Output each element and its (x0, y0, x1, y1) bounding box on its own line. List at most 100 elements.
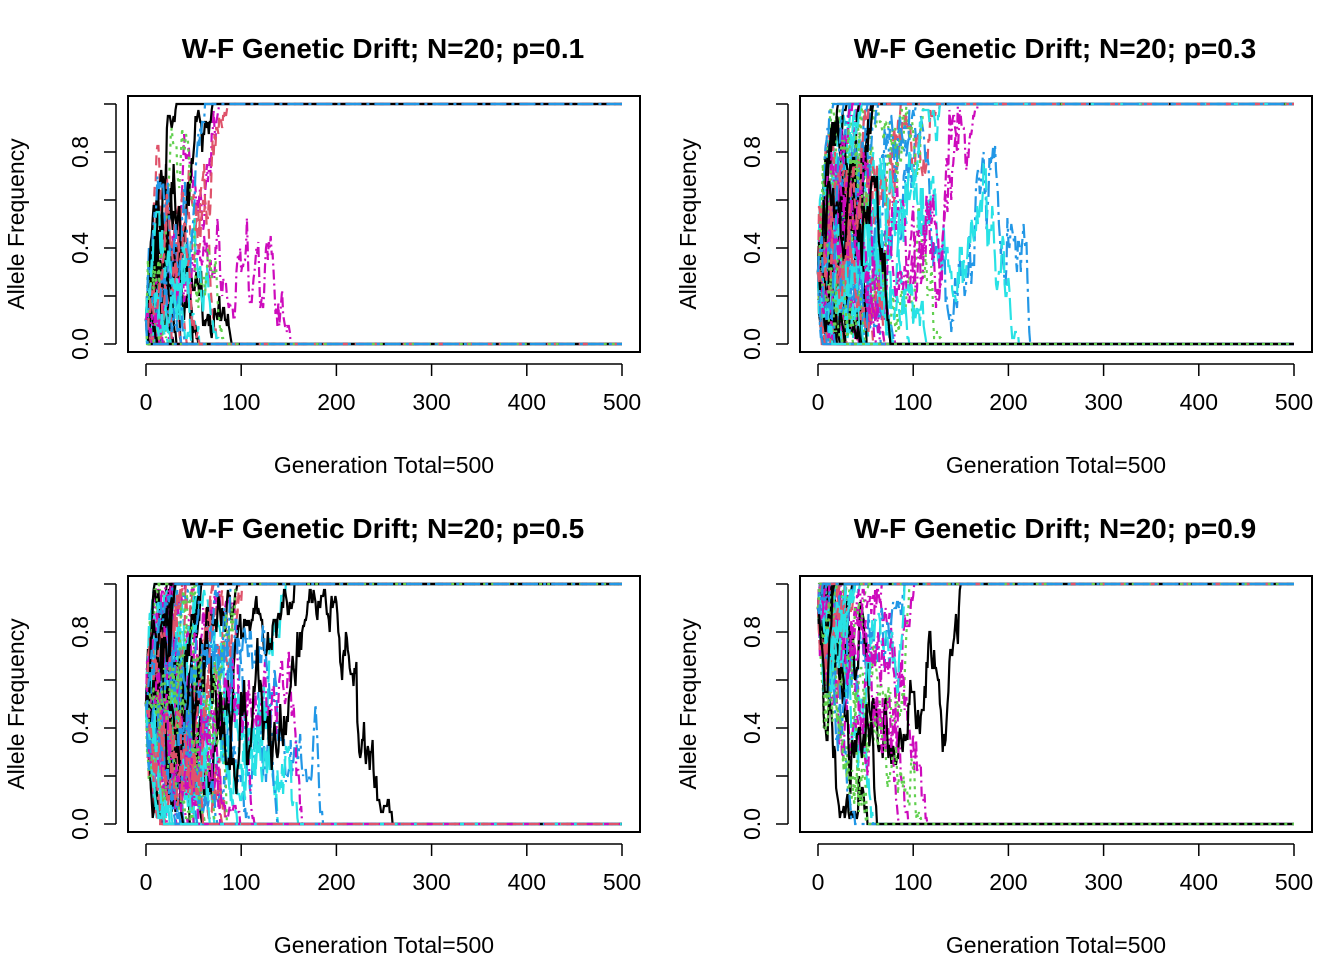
x-tick-label: 300 (1084, 389, 1122, 415)
series-line (144, 319, 622, 346)
series-line (816, 582, 1294, 771)
series-line (144, 319, 622, 346)
series-line (144, 697, 622, 826)
series-line (144, 319, 622, 346)
chart-title: W-F Genetic Drift; N=20; p=0.9 (854, 513, 1256, 544)
y-tick-label: 0.0 (67, 328, 93, 360)
x-axis-label: Generation Total=500 (274, 932, 494, 958)
series-line (145, 318, 622, 346)
series-line (144, 235, 622, 346)
series-line (816, 229, 1294, 346)
y-tick-label: 0.4 (67, 232, 93, 264)
series-line (144, 319, 622, 346)
series-line (817, 582, 1294, 627)
series-line (816, 582, 1294, 609)
x-axis-label: Generation Total=500 (274, 452, 494, 478)
series-line (144, 319, 622, 346)
series-line (816, 607, 1294, 826)
series-line (144, 319, 622, 346)
series-line (144, 319, 622, 346)
series-line (144, 703, 622, 826)
series-line (816, 582, 1294, 627)
series-group (144, 102, 622, 346)
series-line (816, 582, 1294, 639)
series-line (816, 582, 1294, 609)
x-tick-label: 100 (222, 389, 260, 415)
series-line (145, 318, 622, 346)
series-line (144, 319, 622, 346)
series-line (144, 241, 622, 346)
series-line (816, 582, 1294, 609)
x-tick-label: 200 (989, 869, 1027, 895)
series-line (817, 582, 1294, 610)
series-line (817, 582, 1294, 699)
y-tick-label: 0.4 (739, 232, 765, 264)
series-line (144, 582, 622, 759)
y-axis: 0.0 0.4 0.8 (67, 103, 117, 360)
series-line (816, 582, 1294, 615)
series-line (144, 703, 622, 826)
series-line (816, 582, 1294, 609)
series-line (144, 319, 622, 346)
x-tick-label: 300 (412, 869, 450, 895)
series-line (816, 582, 1294, 609)
series-line (816, 582, 1294, 766)
series-line (144, 319, 622, 346)
series-line (145, 649, 622, 826)
series-line (816, 582, 1294, 609)
series-line (816, 582, 1294, 609)
series-group (144, 582, 622, 826)
series-line (816, 607, 1294, 826)
series-line (816, 582, 1294, 615)
series-line (144, 319, 622, 346)
series-line (816, 151, 1294, 346)
series-line (144, 319, 622, 346)
y-tick-label: 0.8 (67, 136, 93, 168)
series-line (817, 582, 1294, 610)
series-line (816, 582, 1294, 609)
series-line (144, 319, 622, 346)
x-tick-label: 400 (1180, 389, 1218, 415)
y-tick-label: 0.8 (739, 136, 765, 168)
series-line (816, 607, 1294, 826)
series-line (816, 582, 1294, 609)
x-tick-label: 400 (508, 869, 546, 895)
series-line (816, 582, 1294, 669)
series-line (816, 582, 1294, 609)
series-line (816, 582, 1294, 609)
x-axis: 0 100 200 300 400 500 (812, 843, 1313, 895)
x-tick-label: 300 (1084, 869, 1122, 895)
series-line (146, 217, 622, 346)
series-line (816, 582, 1294, 615)
x-tick-label: 0 (812, 869, 825, 895)
series-line (816, 582, 1294, 609)
series-line (816, 582, 1294, 627)
x-tick-label: 100 (222, 869, 260, 895)
series-line (816, 582, 1294, 609)
series-line (144, 319, 622, 346)
series-line (144, 318, 622, 346)
series-line (817, 163, 1294, 346)
series-line (816, 102, 1294, 316)
x-axis-label: Generation Total=500 (946, 452, 1166, 478)
series-line (144, 582, 622, 705)
x-tick-label: 200 (989, 389, 1027, 415)
series-line (816, 582, 1294, 609)
series-line (144, 319, 622, 346)
x-tick-label: 0 (140, 869, 153, 895)
series-line (816, 582, 1294, 609)
series-line (144, 127, 622, 346)
series-line (816, 582, 1294, 609)
series-line (816, 102, 1294, 297)
series-line (144, 582, 622, 717)
series-line (144, 319, 622, 346)
series-line (816, 582, 1294, 609)
panel-1: 0 100 200 300 400 500 0.0 0.4 0.8 W-F Genetic Dri… (3, 33, 641, 478)
chart-title: W-F Genetic Drift; N=20; p=0.1 (182, 33, 584, 64)
series-line (144, 319, 622, 346)
plot-frame (127, 95, 641, 353)
x-tick-label: 300 (412, 389, 450, 415)
series-line (144, 270, 622, 346)
series-line (144, 319, 622, 346)
